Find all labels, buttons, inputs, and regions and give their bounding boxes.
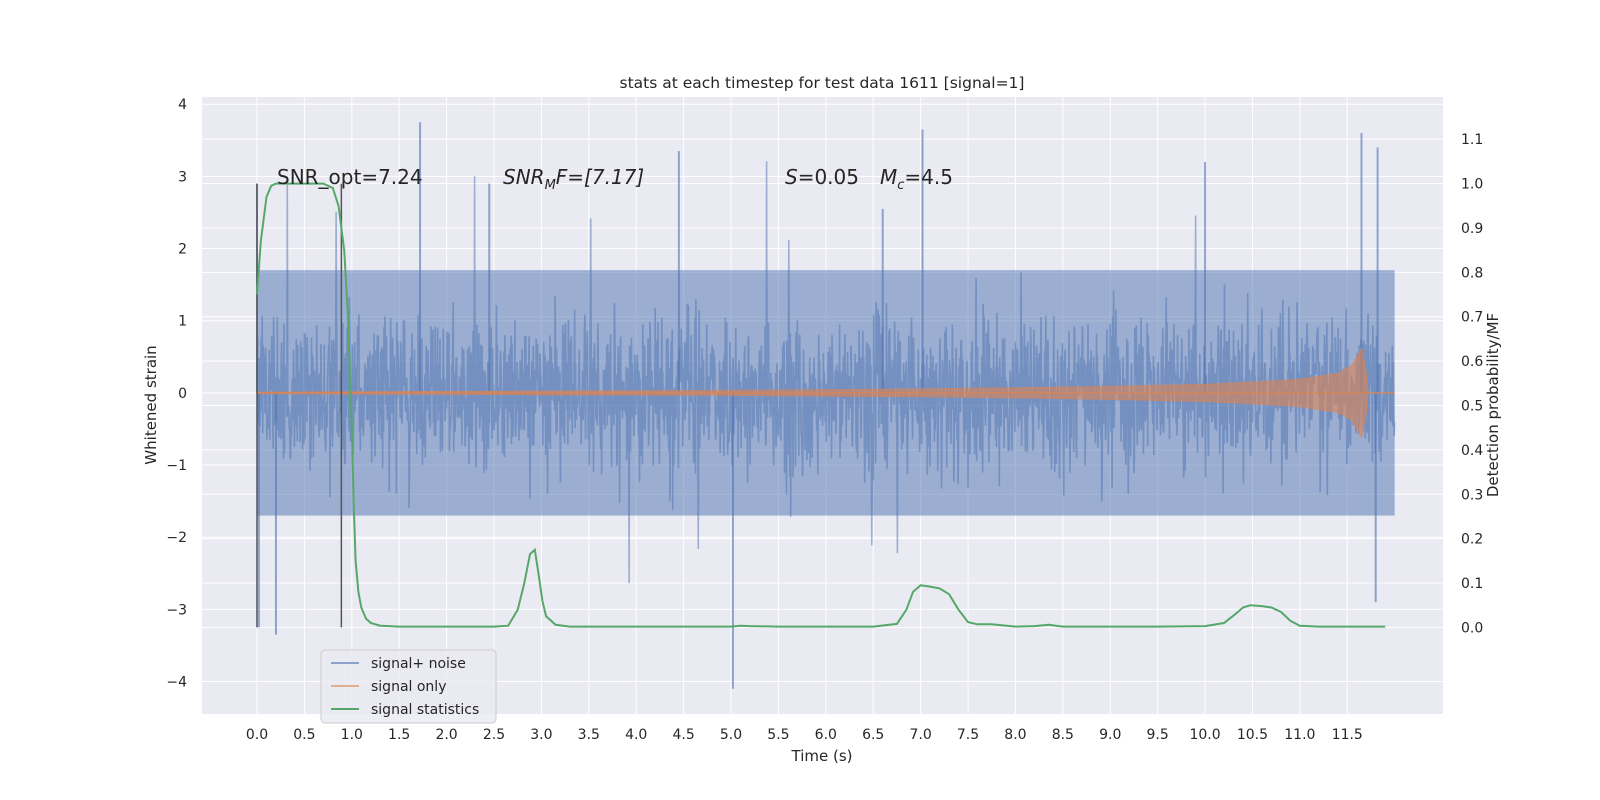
x-axis-label: Time (s) [791,747,853,765]
y-axis-label: Whitened strain [142,345,160,464]
x-tick-label: 5.0 [720,727,742,743]
legend-label-signal-only: signal only [371,679,446,695]
x-tick-label: 9.5 [1147,727,1169,743]
y-tick-label: 4 [178,97,187,113]
x-tick-label: 1.5 [388,727,410,743]
signal-statistics-series [256,182,1386,628]
chart-title: stats at each timestep for test data 161… [620,74,1025,92]
y-tick-label: 2 [178,242,187,258]
y-tick-label: −1 [166,458,187,474]
y-tick-label: −4 [166,675,187,691]
x-tick-label: 7.5 [957,727,979,743]
x-tick-label: 1.0 [341,727,363,743]
x-tick-label: 8.0 [1004,727,1026,743]
x-tick-label: 11.0 [1284,727,1315,743]
y2-tick-label: 0.5 [1461,399,1483,415]
legend-box [320,649,497,724]
y2-tick-label: 0.6 [1461,354,1483,370]
x-tick-label: 2.5 [483,727,505,743]
s-var: S [785,165,798,189]
mc-val: =4.5 [904,165,953,189]
y2-tick-label: 0.0 [1461,620,1483,636]
snr-mf-rest: F=[7.17] [556,165,644,189]
statistics-line [256,182,1386,628]
legend: signal+ noise signal only signal statist… [320,649,497,724]
y-tick-labels: 4 3 2 1 0 −1 −2 −3 −4 [166,97,187,690]
x-tick-labels: 0.0 0.5 1.0 1.5 2.0 2.5 3.0 3.5 4.0 4.5 5.0 5.5 6.0 6… [246,727,1363,743]
y2-tick-label: 0.9 [1461,221,1483,237]
y2-tick-label: 0.4 [1461,443,1483,459]
x-tick-label: 3.5 [578,727,600,743]
signal-only-series [256,346,1395,440]
y2-axis-label: Detection probability/MF [1484,313,1502,497]
x-tick-label: 4.0 [625,727,647,743]
x-tick-label: 9.0 [1099,727,1121,743]
legend-label-signal-statistics: signal statistics [371,702,479,718]
s-val: =0.05 [798,165,859,189]
snr-mf-sub: M [545,178,556,193]
x-tick-label: 6.5 [862,727,884,743]
x-tick-label: 3.0 [530,727,552,743]
x-tick-label: 0.5 [293,727,315,743]
x-tick-label: 8.5 [1052,727,1074,743]
y-tick-label: 3 [178,169,187,185]
y2-tick-label: 0.1 [1461,576,1483,592]
y2-tick-label: 1.0 [1461,177,1483,193]
x-tick-label: 4.5 [672,727,694,743]
y2-tick-label: 0.8 [1461,265,1483,281]
x-tick-label: 6.0 [815,727,837,743]
x-tick-label: 5.5 [767,727,789,743]
x-tick-label: 11.5 [1332,727,1363,743]
snr-mf-base: SNR [503,165,545,189]
x-tick-label: 0.0 [246,727,268,743]
s-annotation: S=0.05 [785,165,859,189]
x-tick-label: 7.0 [909,727,931,743]
y2-tick-label: 1.1 [1461,132,1483,148]
snr-opt-annotation: SNR_opt=7.24 [277,165,423,189]
x-tick-label: 10.0 [1189,727,1220,743]
y-tick-label: 0 [178,386,187,402]
y2-tick-labels: 1.1 1.0 0.9 0.8 0.7 0.6 0.5 0.4 0.3 0.2 0.1 0.0 [1461,132,1483,636]
y-tick-label: 1 [178,314,187,330]
mc-annotation: Mc=4.5 [880,165,953,193]
x-tick-label: 10.5 [1237,727,1268,743]
x-tick-label: 2.0 [435,727,457,743]
y2-tick-label: 0.7 [1461,310,1483,326]
snr-mf-annotation: SNRMF=[7.17] [503,165,644,193]
y-tick-label: −3 [166,602,187,618]
y2-tick-label: 0.2 [1461,532,1483,548]
mc-var: M [880,165,897,189]
y-tick-label: −2 [166,530,187,546]
legend-label-signal-noise: signal+ noise [371,656,466,672]
y2-tick-label: 0.3 [1461,487,1483,503]
vertical-markers [256,183,343,628]
mc-sub: c [897,178,904,193]
